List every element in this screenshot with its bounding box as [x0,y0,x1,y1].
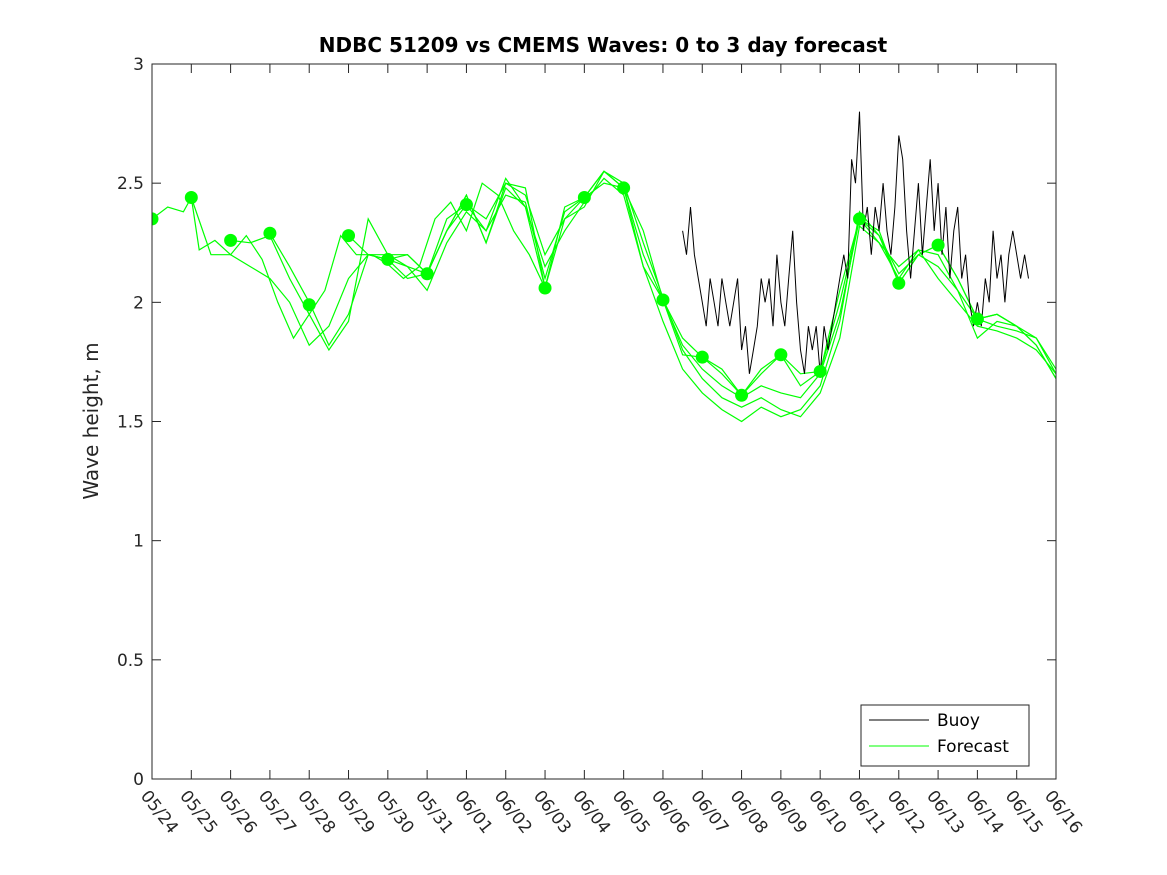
x-tick-label: 06/06 [647,787,693,838]
x-tick-label: 05/31 [411,787,457,838]
forecast-marker-point [695,350,709,364]
x-tick-label: 06/01 [450,787,496,838]
legend: Buoy Forecast [860,704,1030,767]
x-tick-label: 06/13 [922,787,968,838]
x-tick-label: 05/28 [293,787,339,838]
x-tick-label: 06/07 [686,787,732,838]
x-tick-label: 06/05 [608,787,654,838]
x-tick-label: 05/30 [372,787,418,838]
forecast-marker-point [342,229,356,243]
legend-box [860,704,1030,767]
forecast-marker-point [852,212,866,226]
x-tick-label: 06/16 [1040,787,1086,838]
y-tick-label: 0 [133,770,144,790]
forecast-marker-point [263,226,277,240]
x-tick-label: 06/08 [726,787,772,838]
forecast-marker-point [381,252,395,266]
x-tick-label: 05/24 [136,787,182,838]
y-tick-label: 2 [133,293,144,313]
x-tick-label: 06/14 [961,787,1007,838]
y-tick-label: 1 [133,532,144,552]
y-tick-label: 0.5 [117,651,144,671]
forecast-marker-point [224,233,238,247]
forecast-marker-point [459,198,473,212]
x-tick-label: 05/27 [254,787,300,838]
x-tick-label: 05/26 [215,787,261,838]
forecast-marker-point [152,212,159,226]
forecast-marker-point [577,190,591,204]
legend-buoy-label: Buoy [937,711,980,731]
x-tick-label: 06/02 [490,787,536,838]
x-tick-label: 05/29 [333,787,379,838]
forecast-marker-point [538,281,552,295]
forecast-marker-point [617,181,631,195]
legend-forecast-label: Forecast [937,737,1009,757]
forecast-marker-point [774,348,788,362]
chart-title: NDBC 51209 vs CMEMS Waves: 0 to 3 day fo… [319,33,888,57]
y-tick-label: 1.5 [117,413,144,433]
forecast-marker-point [735,388,749,402]
forecast-run-line-3 [269,170,1056,399]
x-tick-label: 06/09 [765,787,811,838]
forecast-marker-point [892,276,906,290]
forecast-run-line-0 [152,182,546,340]
forecast-marker-point [656,293,670,307]
forecast-marker-point [931,238,945,252]
forecast-marker-point [184,190,198,204]
x-tick-label: 06/11 [844,787,890,838]
x-tick-label: 06/10 [804,787,850,838]
forecast-marker-point [420,267,434,281]
forecast-marker-point [302,298,316,312]
x-tick-label: 06/12 [883,787,929,838]
forecast-run-line-2 [230,177,1056,423]
y-tick-label: 2.5 [117,174,144,194]
x-tick-label: 06/03 [529,787,575,838]
forecast-marker-point [813,364,827,378]
forecast-run-line-5 [387,182,1056,397]
forecast-marker-point [970,312,984,326]
y-tick-label: 3 [133,55,144,75]
x-tick-label: 05/25 [175,787,221,838]
x-tick-label: 06/15 [1001,787,1047,838]
x-tick-label: 06/04 [568,787,614,838]
y-axis-label: Wave height, m [79,342,103,499]
buoy-series-line [682,111,1029,374]
